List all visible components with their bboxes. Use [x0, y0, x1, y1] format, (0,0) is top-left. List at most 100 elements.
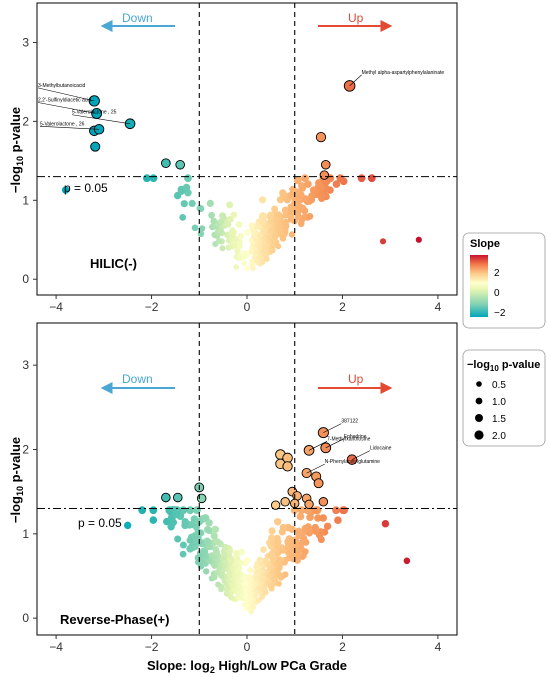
- data-point: [179, 550, 187, 558]
- down-label: Down: [122, 372, 153, 386]
- data-point: [241, 260, 247, 267]
- data-point: [319, 514, 328, 522]
- data-point: [340, 506, 348, 515]
- data-point: [196, 204, 204, 212]
- y-tick-label: 0: [22, 611, 29, 625]
- data-point: [259, 196, 267, 204]
- up-label: Up: [348, 11, 364, 25]
- data-point: [212, 545, 220, 553]
- data-point: [256, 556, 264, 564]
- data-point: [297, 506, 306, 515]
- data-point: [301, 174, 309, 183]
- data-point: [219, 245, 226, 252]
- data-point: [298, 182, 306, 190]
- data-point: [302, 195, 310, 203]
- y-axis-title: −log10 p-value: [8, 437, 25, 523]
- data-point: [301, 213, 308, 221]
- point-label: 5-Valerolactone , 26: [40, 121, 85, 127]
- data-point: [282, 218, 290, 226]
- data-point: [188, 199, 196, 208]
- significant-point: [161, 492, 171, 503]
- data-point: [211, 525, 219, 534]
- y-tick-label: 1: [22, 527, 29, 541]
- legend-title: −log10 p-value: [467, 359, 540, 373]
- data-point: [186, 506, 195, 515]
- slope-legend: Slope 2 0 −2: [462, 232, 546, 329]
- legend-entry: 1.5: [492, 414, 506, 425]
- x-tick-label: −4: [49, 640, 63, 654]
- x-tick-label: 4: [435, 300, 442, 314]
- legend-tick: 0: [494, 288, 500, 299]
- labeled-point: [88, 95, 100, 107]
- legend-tick: 2: [494, 268, 500, 279]
- data-point: [334, 516, 342, 524]
- annotation-leader: [349, 74, 362, 87]
- significant-point: [304, 499, 314, 509]
- data-point: [197, 230, 205, 237]
- data-point: [203, 537, 211, 545]
- data-point: [138, 506, 147, 515]
- y-tick-label: 0: [22, 272, 29, 286]
- data-point: [274, 518, 282, 526]
- annotation-leader: [323, 423, 342, 433]
- data-point: [295, 527, 303, 535]
- data-point: [210, 532, 218, 540]
- data-point: [403, 557, 411, 565]
- panel-reverse-phase: −4 −2 0 2 4 0 1 2 3 387122 Ephedrine7-Methylxanth…: [22, 322, 458, 654]
- data-point: [247, 574, 254, 581]
- data-point: [306, 213, 314, 220]
- annotation-leader: [351, 450, 371, 460]
- color-bar: [470, 255, 488, 317]
- data-point: [312, 506, 321, 515]
- data-point: [201, 514, 210, 522]
- data-point: [304, 180, 312, 188]
- significant-point: [282, 461, 293, 472]
- significant-point: [319, 170, 329, 180]
- data-point: [314, 514, 322, 522]
- data-point: [174, 535, 182, 543]
- data-point: [210, 217, 217, 225]
- data-point: [61, 186, 70, 194]
- data-point: [268, 527, 276, 535]
- scatter-points: [123, 427, 411, 615]
- annotation-leader: [37, 87, 95, 102]
- significant-point: [320, 159, 331, 170]
- axis-ticks: −4 −2 0 2 4 0 1 2 3: [22, 35, 441, 314]
- point-label: 7-Methylxanthosine: [327, 436, 371, 442]
- data-point: [235, 221, 243, 228]
- data-point: [244, 229, 251, 236]
- down-label: Down: [122, 11, 153, 25]
- data-point: [173, 506, 182, 515]
- data-point: [332, 180, 341, 188]
- data-point: [271, 205, 279, 213]
- point-label: 387122: [341, 419, 358, 425]
- data-point: [181, 518, 189, 526]
- threshold-label: p = 0.05: [78, 516, 122, 530]
- x-tick-label: 0: [244, 300, 251, 314]
- panel-label: Reverse-Phase(+): [60, 612, 169, 627]
- data-point: [149, 174, 158, 183]
- legend-entry: 1.0: [492, 397, 506, 408]
- data-point: [179, 214, 187, 221]
- point-label: Lidocaine: [370, 446, 392, 452]
- data-point: [357, 174, 366, 183]
- data-point: [285, 535, 293, 543]
- data-point: [229, 227, 236, 234]
- data-point: [415, 236, 422, 243]
- x-tick-label: 2: [339, 300, 346, 314]
- data-point: [244, 265, 250, 271]
- data-point: [203, 526, 212, 534]
- data-point: [273, 534, 281, 542]
- data-point: [281, 206, 289, 214]
- point-label: Ephedrine: [344, 434, 367, 440]
- data-point: [191, 224, 199, 232]
- data-point: [123, 521, 132, 530]
- labeled-point: [303, 444, 315, 456]
- size-key-dot: [475, 397, 483, 405]
- axis-ticks: −4 −2 0 2 4 0 1 2 3: [22, 358, 441, 654]
- y-tick-label: 3: [22, 358, 29, 372]
- panel-label: HILIC(-): [90, 256, 137, 271]
- point-label: N-Phenylacetylglutamine: [325, 459, 381, 465]
- data-point: [260, 546, 267, 553]
- data-point: [149, 506, 158, 515]
